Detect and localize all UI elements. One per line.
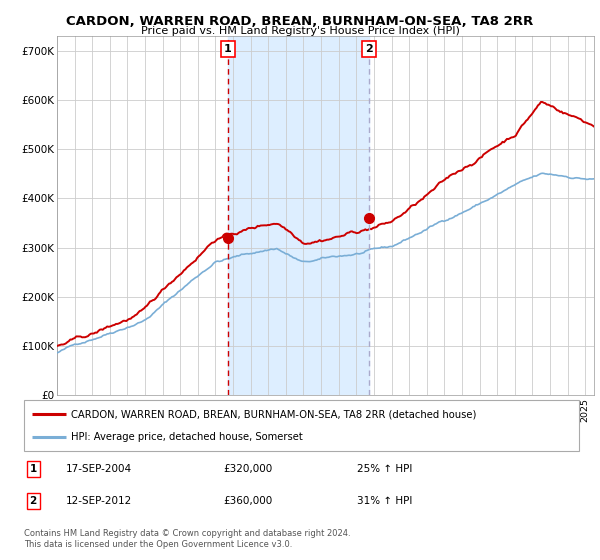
Text: 12-SEP-2012: 12-SEP-2012 [65, 496, 132, 506]
Text: 31% ↑ HPI: 31% ↑ HPI [357, 496, 412, 506]
Text: CARDON, WARREN ROAD, BREAN, BURNHAM-ON-SEA, TA8 2RR (detached house): CARDON, WARREN ROAD, BREAN, BURNHAM-ON-S… [71, 409, 476, 419]
Bar [228, 36, 369, 395]
Text: Price paid vs. HM Land Registry's House Price Index (HPI): Price paid vs. HM Land Registry's House … [140, 26, 460, 36]
Text: CARDON, WARREN ROAD, BREAN, BURNHAM-ON-SEA, TA8 2RR: CARDON, WARREN ROAD, BREAN, BURNHAM-ON-S… [67, 15, 533, 27]
Text: 25% ↑ HPI: 25% ↑ HPI [357, 464, 412, 474]
Text: 2: 2 [365, 44, 373, 54]
Text: HPI: Average price, detached house, Somerset: HPI: Average price, detached house, Some… [71, 432, 303, 442]
FancyBboxPatch shape [24, 400, 579, 451]
Text: £360,000: £360,000 [224, 496, 273, 506]
Text: 17-SEP-2004: 17-SEP-2004 [65, 464, 132, 474]
Text: 2: 2 [29, 496, 37, 506]
Text: Contains HM Land Registry data © Crown copyright and database right 2024.: Contains HM Land Registry data © Crown c… [24, 529, 350, 538]
Text: £320,000: £320,000 [224, 464, 273, 474]
Text: 1: 1 [224, 44, 232, 54]
Text: 1: 1 [29, 464, 37, 474]
Text: This data is licensed under the Open Government Licence v3.0.: This data is licensed under the Open Gov… [24, 540, 292, 549]
